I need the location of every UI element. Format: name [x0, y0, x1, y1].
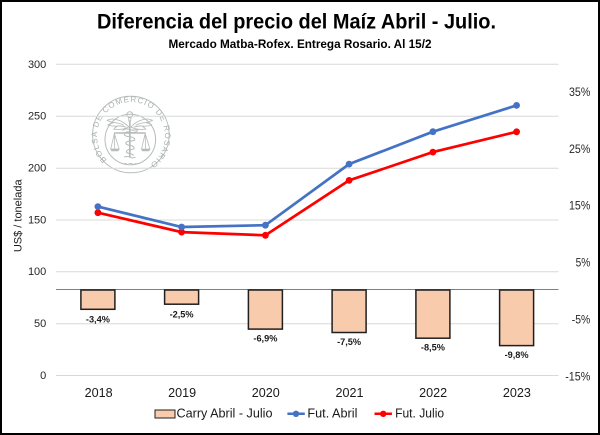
svg-text:15%: 15%: [569, 201, 590, 213]
svg-text:Carry Abril - Julio: Carry Abril - Julio: [177, 406, 273, 420]
svg-text:-2,5%: -2,5%: [170, 309, 194, 319]
svg-text:2020: 2020: [252, 386, 280, 400]
svg-text:-3,4%: -3,4%: [86, 314, 110, 324]
svg-text:-5%: -5%: [572, 315, 591, 327]
svg-text:US$ / tonelada: US$ / tonelada: [12, 179, 24, 253]
svg-text:0: 0: [40, 370, 46, 382]
svg-text:150: 150: [28, 214, 46, 226]
svg-text:-15%: -15%: [565, 372, 590, 384]
svg-text:Mercado Matba-Rofex. Entrega R: Mercado Matba-Rofex. Entrega Rosario. Al…: [169, 39, 432, 51]
svg-text:-8,5%: -8,5%: [421, 343, 445, 353]
svg-text:5%: 5%: [576, 258, 591, 270]
svg-text:2019: 2019: [168, 386, 196, 400]
svg-text:-7,5%: -7,5%: [337, 337, 361, 347]
svg-text:250: 250: [28, 111, 46, 123]
svg-text:2023: 2023: [503, 386, 531, 400]
svg-text:Fut. Julio: Fut. Julio: [395, 406, 444, 420]
svg-text:-6,9%: -6,9%: [253, 334, 277, 344]
svg-text:100: 100: [28, 266, 46, 278]
svg-text:2022: 2022: [419, 386, 447, 400]
svg-text:200: 200: [28, 163, 46, 175]
svg-text:2021: 2021: [336, 386, 364, 400]
svg-text:25%: 25%: [569, 144, 590, 156]
svg-text:-9,8%: -9,8%: [505, 350, 529, 360]
svg-text:35%: 35%: [569, 87, 590, 99]
svg-text:50: 50: [34, 318, 46, 330]
svg-text:300: 300: [28, 59, 46, 71]
svg-text:Fut. Abril: Fut. Abril: [307, 406, 357, 420]
svg-text:Diferencia del precio del Maíz: Diferencia del precio del Maíz Abril - J…: [97, 10, 496, 34]
svg-text:2018: 2018: [85, 386, 113, 400]
